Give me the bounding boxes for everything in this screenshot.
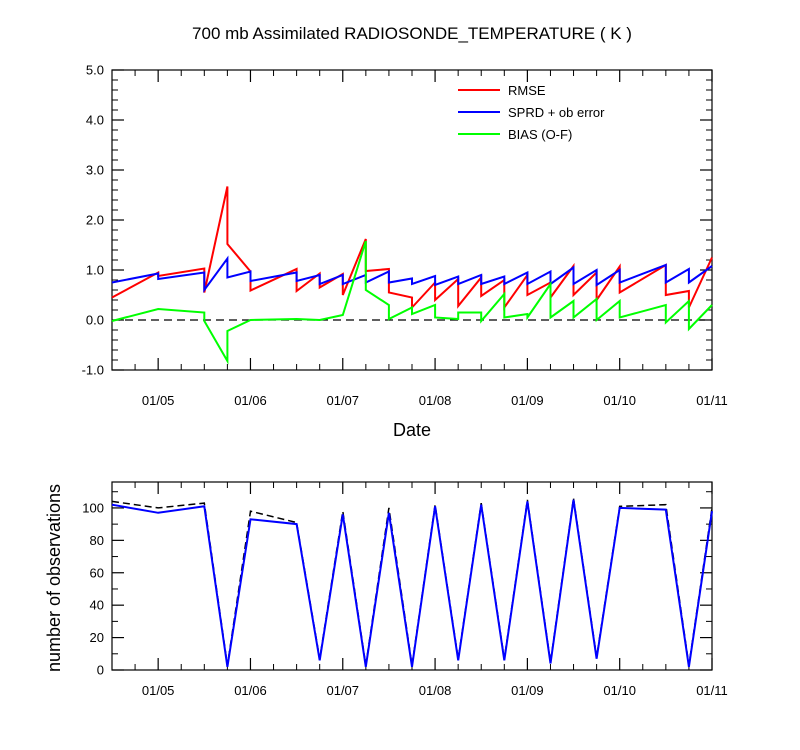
- top-legend: RMSE SPRD + ob error BIAS (O-F): [458, 83, 605, 142]
- bottom-plot-area: 01/05 01/06 01/07 01/08 01/09 01/10 01/11 0 20 40…: [82, 481, 728, 698]
- top-chart-title: 700 mb Assimilated RADIOSONDE_TEMPERATUR…: [192, 24, 632, 43]
- bottom-y-tick-label: 60: [90, 565, 104, 580]
- top-x-tick-label: 01/08: [419, 393, 452, 408]
- legend-label-rmse: RMSE: [508, 83, 546, 98]
- top-x-tick-label: 01/06: [234, 393, 267, 408]
- bottom-y-tick-label: 20: [90, 630, 104, 645]
- bottom-x-tick-label: 01/11: [696, 683, 728, 698]
- top-x-tick-label: 01/05: [142, 393, 175, 408]
- top-y-tick-label: 3.0: [86, 163, 104, 178]
- bottom-y-tick-label: 40: [90, 598, 104, 613]
- bottom-chart: 01/05 01/06 01/07 01/08 01/09 01/10 01/11 0 20 40…: [44, 481, 728, 698]
- bottom-x-tick-label: 01/08: [419, 683, 452, 698]
- bottom-y-tick-label: 100: [82, 500, 104, 515]
- top-y-tick-label: 1.0: [86, 263, 104, 278]
- legend-label-sprd-ob-error: SPRD + ob error: [508, 105, 605, 120]
- top-plot-frame: [111, 69, 713, 371]
- bottom-y-tick-label: 80: [90, 533, 104, 548]
- bottom-x-tick-label: 01/09: [511, 683, 544, 698]
- bottom-x-tick-label: 01/10: [603, 683, 636, 698]
- top-series-sprd-ob-error-line: [111, 255, 713, 294]
- legend-label-bias-o-f: BIAS (O-F): [508, 127, 572, 142]
- top-x-tick-label: 01/07: [326, 393, 359, 408]
- bottom-series-obs-possible-line: [111, 498, 713, 666]
- top-plot-area: 01/05 01/06 01/07 01/08 01/09 01/10 01/11 -1.0 0…: [82, 63, 728, 409]
- top-series-bias-o-f-line: [111, 240, 713, 365]
- bottom-series-obs-used-line: [111, 499, 713, 667]
- top-series-rmse-line: [111, 186, 713, 311]
- bottom-x-tick-label: 01/07: [326, 683, 359, 698]
- bottom-x-tick-label: 01/05: [142, 683, 175, 698]
- top-y-tick-label: 0.0: [86, 313, 104, 328]
- top-y-tick-label: -1.0: [82, 363, 104, 378]
- bottom-y-tick-label: 0: [97, 663, 104, 678]
- top-y-tick-label: 5.0: [86, 63, 104, 78]
- top-y-tick-label: 2.0: [86, 213, 104, 228]
- top-x-tick-label: 01/09: [511, 393, 544, 408]
- top-x-tick-label: 01/11: [696, 393, 728, 408]
- bottom-y-axis-title: number of observations: [44, 484, 64, 672]
- top-chart: 700 mb Assimilated RADIOSONDE_TEMPERATUR…: [82, 24, 728, 440]
- top-y-tick-label: 4.0: [86, 113, 104, 128]
- top-x-tick-label: 01/10: [603, 393, 636, 408]
- bottom-plot-frame: [111, 481, 713, 671]
- bottom-x-tick-label: 01/06: [234, 683, 267, 698]
- top-x-axis-title: Date: [393, 420, 431, 440]
